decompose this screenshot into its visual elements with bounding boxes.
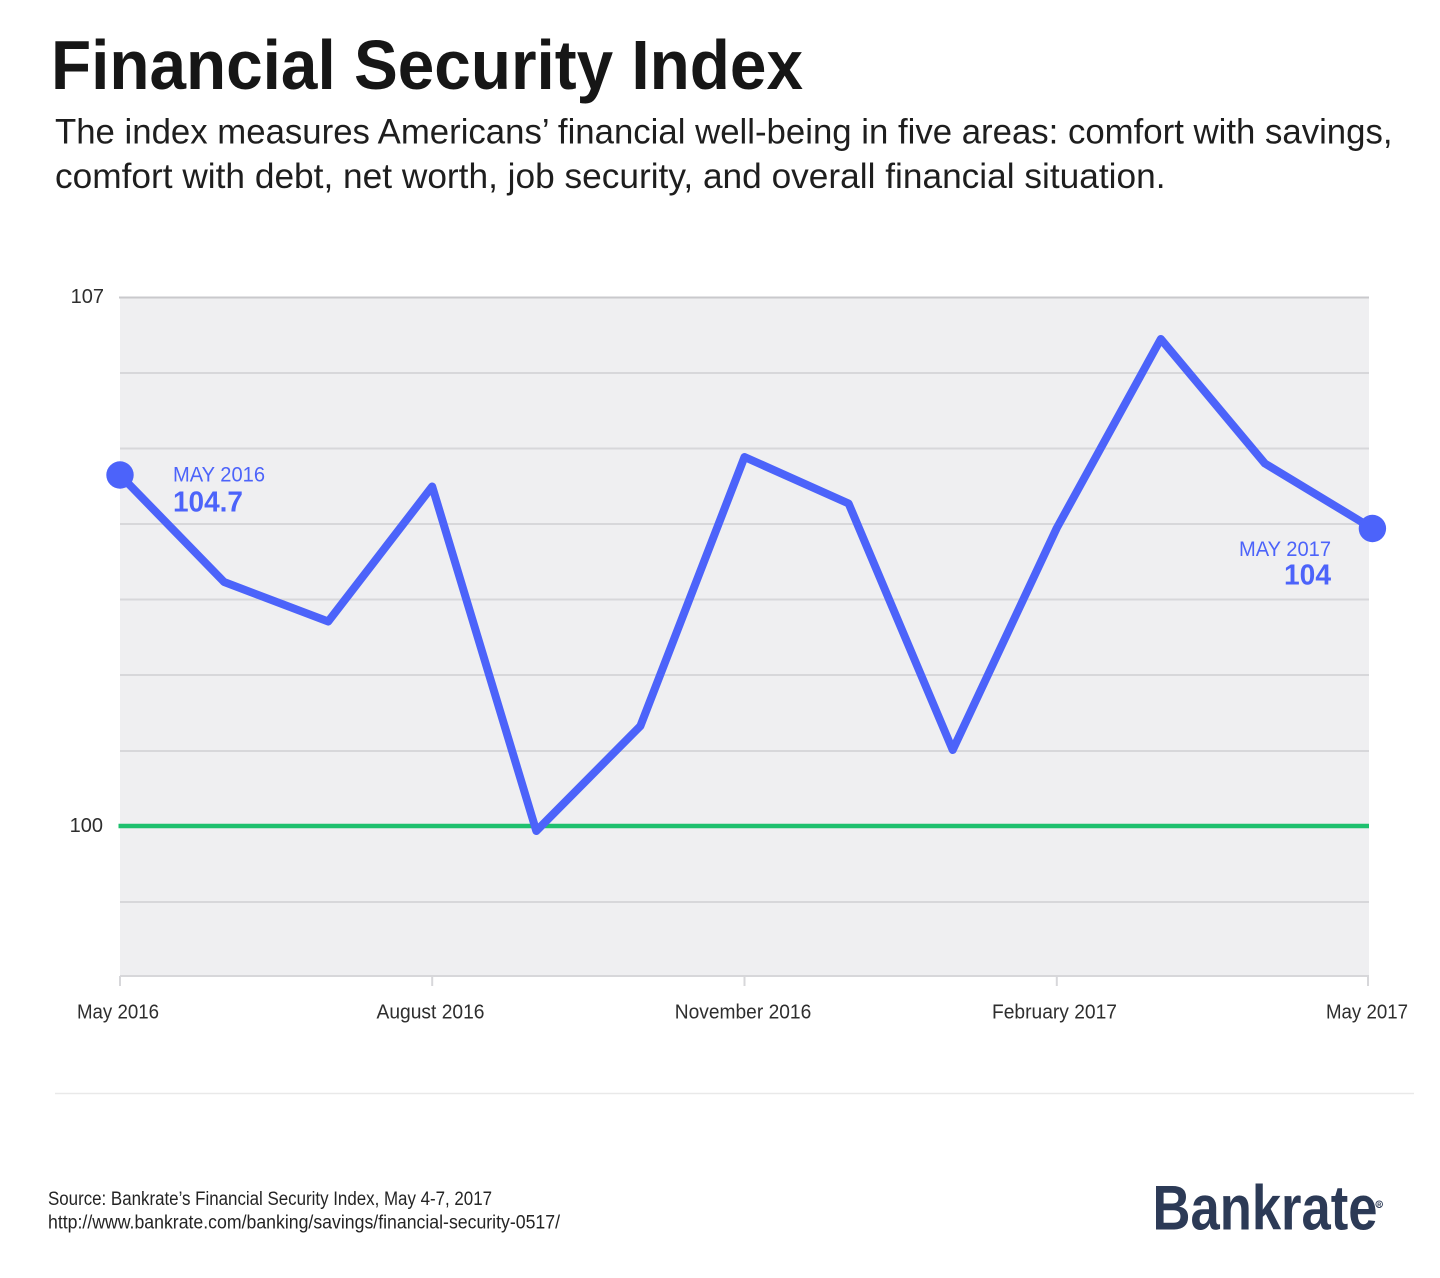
svg-text:November 2016: November 2016	[675, 1002, 812, 1024]
svg-text:The index measures Americans’: The index measures Americans’ financial …	[55, 113, 1393, 152]
svg-text:Bankrate: Bankrate	[1153, 1174, 1378, 1244]
svg-text:MAY 2017: MAY 2017	[1239, 538, 1331, 561]
svg-text:May 2017: May 2017	[1326, 1002, 1408, 1024]
svg-text:MAY 2016: MAY 2016	[173, 464, 265, 487]
svg-text:107: 107	[71, 286, 104, 308]
svg-text:http://www.bankrate.com/bankin: http://www.bankrate.com/banking/savings/…	[48, 1213, 561, 1234]
svg-text:Source: Bankrate’s Financial S: Source: Bankrate’s Financial Security In…	[48, 1189, 492, 1210]
svg-text:August 2016: August 2016	[377, 1002, 485, 1024]
svg-text:104: 104	[1284, 560, 1331, 592]
svg-text:comfort with debt, net worth,: comfort with debt, net worth, job securi…	[55, 157, 1166, 196]
svg-text:May 2016: May 2016	[77, 1002, 159, 1024]
svg-text:100: 100	[70, 815, 103, 837]
svg-text:104.7: 104.7	[173, 487, 243, 519]
svg-text:Financial Security Index: Financial Security Index	[51, 26, 803, 104]
svg-text:R: R	[1377, 1203, 1381, 1209]
svg-text:February 2017: February 2017	[992, 1002, 1117, 1024]
